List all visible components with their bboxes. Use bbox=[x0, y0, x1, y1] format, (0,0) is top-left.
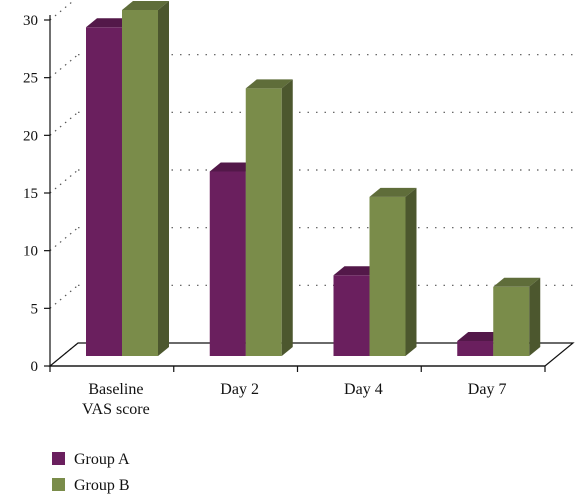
y-tick-label: 15 bbox=[23, 186, 38, 202]
gridline-diagonal bbox=[49, 111, 79, 136]
legend-swatch bbox=[52, 478, 65, 491]
x-category-label: VAS score bbox=[82, 401, 150, 418]
bar-front bbox=[86, 27, 122, 357]
x-category-label: Day 4 bbox=[344, 381, 383, 398]
gridline-diagonal bbox=[49, 227, 79, 252]
x-category-labels: Baseline VAS score Day 2 Day 4 Day 7 bbox=[82, 381, 506, 418]
bar-top bbox=[86, 18, 133, 28]
legend-label: Group B bbox=[74, 477, 130, 494]
bar bbox=[122, 1, 169, 356]
y-tick-label: 5 bbox=[31, 301, 39, 317]
bar-front bbox=[457, 341, 494, 356]
y-tick-label: 10 bbox=[23, 244, 38, 260]
bar-front bbox=[493, 286, 530, 356]
bar-side bbox=[405, 187, 417, 356]
bar-top bbox=[493, 277, 541, 287]
bar-top bbox=[122, 1, 169, 10]
y-tick-label: 25 bbox=[23, 71, 38, 87]
gridline-diagonal bbox=[49, 54, 79, 79]
bar-top bbox=[369, 187, 417, 197]
legend-swatch bbox=[52, 452, 65, 465]
bar bbox=[245, 79, 293, 356]
bar-front bbox=[245, 88, 282, 356]
y-tick-label: 30 bbox=[23, 13, 38, 29]
axes bbox=[44, 15, 546, 372]
bars bbox=[86, 1, 541, 357]
gridline-diagonal bbox=[49, 169, 79, 194]
gridline-diagonal bbox=[49, 0, 76, 21]
bar-front bbox=[122, 10, 158, 356]
gridline-diagonal bbox=[49, 284, 79, 309]
bar-top bbox=[457, 332, 505, 342]
legend: Group A Group B bbox=[52, 451, 130, 494]
bar-front bbox=[333, 275, 370, 356]
y-tick-label: 20 bbox=[23, 128, 38, 144]
bar-top bbox=[333, 266, 381, 276]
gridlines bbox=[49, 0, 573, 367]
x-category-label: Baseline bbox=[88, 381, 143, 398]
legend-label: Group A bbox=[74, 451, 130, 468]
y-tick-label: 0 bbox=[31, 359, 39, 375]
x-category-label: Day 7 bbox=[468, 381, 507, 398]
bar-side bbox=[529, 277, 541, 356]
bar bbox=[369, 187, 417, 356]
bar bbox=[493, 277, 541, 356]
bar-front bbox=[369, 196, 406, 356]
x-category-label: Day 2 bbox=[220, 381, 259, 398]
bar-front bbox=[209, 171, 246, 356]
y-tick-labels: 0 5 10 15 20 25 30 bbox=[23, 13, 38, 375]
bar-side bbox=[281, 79, 293, 356]
bar-side bbox=[158, 1, 169, 356]
bar-top bbox=[209, 162, 257, 172]
bar-top bbox=[245, 79, 293, 89]
